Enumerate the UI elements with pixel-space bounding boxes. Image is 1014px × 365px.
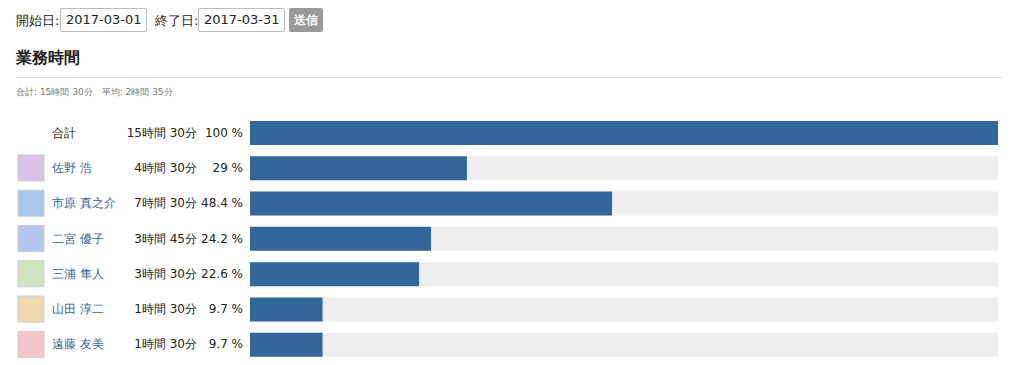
svg-text:3時間 30分: 3時間 30分 bbox=[134, 267, 197, 281]
svg-text:4時間 30分: 4時間 30分 bbox=[134, 161, 197, 175]
svg-text:15時間 30分: 15時間 30分 bbox=[127, 126, 197, 140]
svg-text:3時間 45分: 3時間 45分 bbox=[134, 232, 197, 246]
svg-text:1時間 30分: 1時間 30分 bbox=[134, 337, 197, 351]
svg-text:100 %: 100 % bbox=[205, 126, 243, 140]
svg-text:7時間 30分: 7時間 30分 bbox=[134, 196, 197, 210]
html-text:送信: 送信 bbox=[294, 13, 318, 27]
html-text:開始日:: 開始日: bbox=[16, 13, 60, 28]
svg-text:山田 淳二: 山田 淳二 bbox=[52, 302, 104, 316]
svg-text:29 %: 29 % bbox=[213, 161, 244, 175]
svg-text:22.6 %: 22.6 % bbox=[201, 267, 243, 281]
html-text:合計: 15時間 30分 平均: 2時間 35分: 合計: 15時間 30分 平均: 2時間 35分 bbox=[16, 87, 173, 97]
html-text:業務時間: 業務時間 bbox=[16, 48, 80, 67]
svg-text:三浦 隼人: 三浦 隼人 bbox=[52, 267, 104, 281]
svg-text:遠藤 友美: 遠藤 友美 bbox=[52, 337, 104, 351]
html-text:2017-03-01: 2017-03-01 bbox=[66, 12, 142, 27]
svg-text:9.7 %: 9.7 % bbox=[209, 302, 243, 316]
svg-text:9.7 %: 9.7 % bbox=[209, 337, 243, 351]
html-text:終了日: 2017-03-31: 終了日: 2017-03-31 bbox=[155, 12, 280, 28]
svg-text:二宮 優子: 二宮 優子 bbox=[52, 232, 104, 246]
svg-text:市原 真之介: 市原 真之介 bbox=[52, 196, 116, 210]
svg-text:24.2 %: 24.2 % bbox=[201, 232, 243, 246]
svg-text:48.4 %: 48.4 % bbox=[201, 196, 243, 210]
svg-text:1時間 30分: 1時間 30分 bbox=[134, 302, 197, 316]
svg-text:佐野 浩: 佐野 浩 bbox=[52, 161, 92, 175]
svg-text:合計: 合計 bbox=[52, 126, 76, 140]
